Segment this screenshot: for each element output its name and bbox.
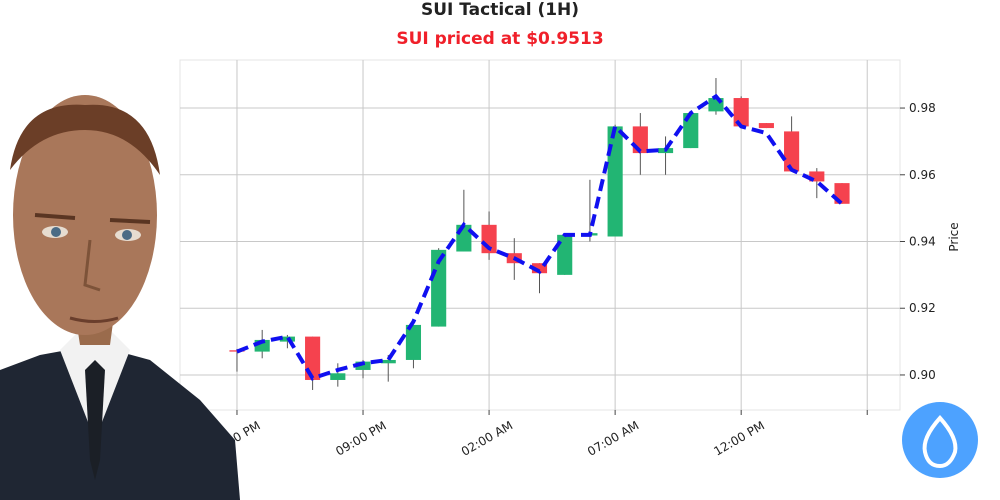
- candle-body: [380, 359, 396, 364]
- candle-body: [456, 224, 472, 252]
- y-axis-label: Price: [947, 222, 961, 251]
- x-tick-label: 09:00 PM: [333, 418, 388, 458]
- avatar: [0, 95, 240, 500]
- candle-body: [330, 373, 346, 380]
- candle-body: [305, 336, 321, 380]
- candle-body: [254, 339, 270, 352]
- x-tick-label: 12:00 PM: [711, 418, 766, 458]
- plot-frame: [179, 59, 901, 411]
- candle-body: [733, 98, 749, 127]
- candle-body: [607, 126, 623, 237]
- candle-body: [809, 171, 825, 182]
- candle-body: [531, 263, 548, 274]
- overlay-line: [236, 93, 844, 381]
- y-tick-label: 0.96: [909, 168, 936, 182]
- chart-subtitle: SUI priced at $0.9513: [396, 29, 603, 49]
- candle-body: [431, 249, 447, 327]
- x-tick-label: 07:00 AM: [585, 418, 641, 459]
- candle-body: [758, 123, 774, 129]
- y-tick-label: 0.92: [909, 301, 936, 315]
- x-tick-label: 02:00 AM: [459, 418, 515, 459]
- candle-body: [355, 361, 371, 370]
- candle-body: [784, 131, 800, 172]
- candle-body: [557, 234, 573, 275]
- y-tick-label: 0.90: [909, 368, 936, 382]
- y-tick-label: 0.94: [909, 235, 936, 249]
- y-tick-label: 0.98: [909, 101, 936, 115]
- candle-body: [405, 324, 422, 360]
- logo: [902, 402, 978, 478]
- chart-title: SUI Tactical (1H): [421, 0, 579, 20]
